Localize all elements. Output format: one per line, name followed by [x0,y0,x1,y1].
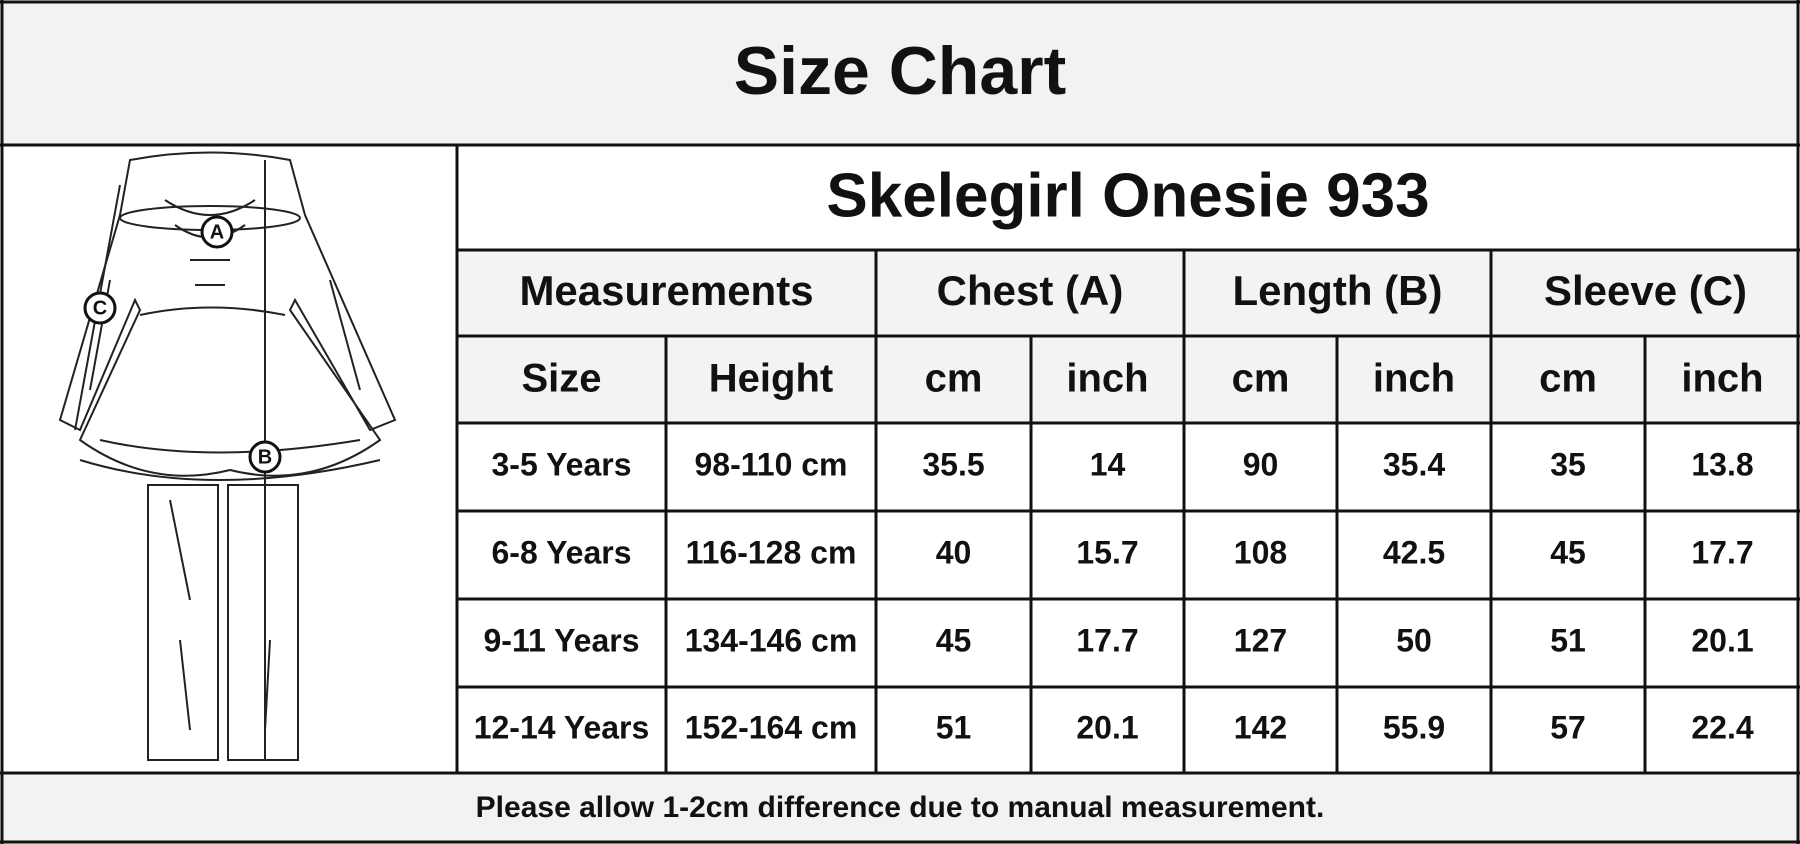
table-cell: 108 [1234,534,1287,570]
column-header: inch [1681,357,1763,401]
badge-label: A [210,221,224,243]
table-cell: 12-14 Years [474,709,650,745]
group-header: Length (B) [1233,267,1443,314]
badge-circle [83,291,117,325]
group-header: Chest (A) [937,267,1124,314]
table-cell: 45 [936,622,972,658]
table-cell: 35.5 [922,446,984,482]
header-shade [457,250,1800,423]
product-title: Skelegirl Onesie 933 [826,161,1429,230]
table-bg [457,145,1800,773]
table-cell: 17.7 [1076,622,1138,658]
table-cell: 35.4 [1383,446,1445,482]
badge-circle [248,440,282,474]
group-header: Sleeve (C) [1544,267,1747,314]
badge-circle [200,215,234,249]
badge-label: B [258,446,272,468]
table-cell: 55.9 [1383,709,1445,745]
table-cell: 20.1 [1076,709,1138,745]
page-title: Size Chart [734,33,1067,109]
table-cell: 51 [936,709,972,745]
table-cell: 42.5 [1383,534,1445,570]
table-cell: 142 [1234,709,1287,745]
measure-badges: A B C [83,215,282,474]
table-cell: 152-164 cm [685,709,858,745]
column-header: inch [1066,357,1148,401]
group-header: Measurements [519,267,813,314]
column-header: inch [1373,357,1455,401]
table-cell: 116-128 cm [686,534,857,570]
table-cell: 45 [1550,534,1586,570]
table-cell: 3-5 Years [492,446,632,482]
table-cell: 90 [1243,446,1279,482]
table-cell: 6-8 Years [492,534,632,570]
table-cell: 134-146 cm [685,622,858,658]
table-cell: 51 [1550,622,1586,658]
table-cell: 20.1 [1691,622,1753,658]
note: Please allow 1-2cm difference due to man… [476,791,1325,824]
table-cell: 14 [1090,446,1126,482]
table-cell: 9-11 Years [483,622,639,658]
column-header: cm [925,357,983,401]
table-cell: 15.7 [1076,534,1138,570]
badge-label: C [93,297,107,319]
table-cell: 127 [1234,622,1287,658]
table-cell: 17.7 [1691,534,1753,570]
table-cell: 98-110 cm [694,446,847,482]
table-cell: 57 [1550,709,1586,745]
column-header: Size [521,357,601,401]
column-header: cm [1539,357,1597,401]
table-cell: 13.8 [1691,446,1753,482]
column-header: Height [709,357,833,401]
table-cell: 22.4 [1691,709,1753,745]
table-cell: 35 [1550,446,1586,482]
column-header: cm [1232,357,1290,401]
table-cell: 40 [936,534,972,570]
table-cell: 50 [1396,622,1432,658]
outfit-illustration [58,151,397,761]
